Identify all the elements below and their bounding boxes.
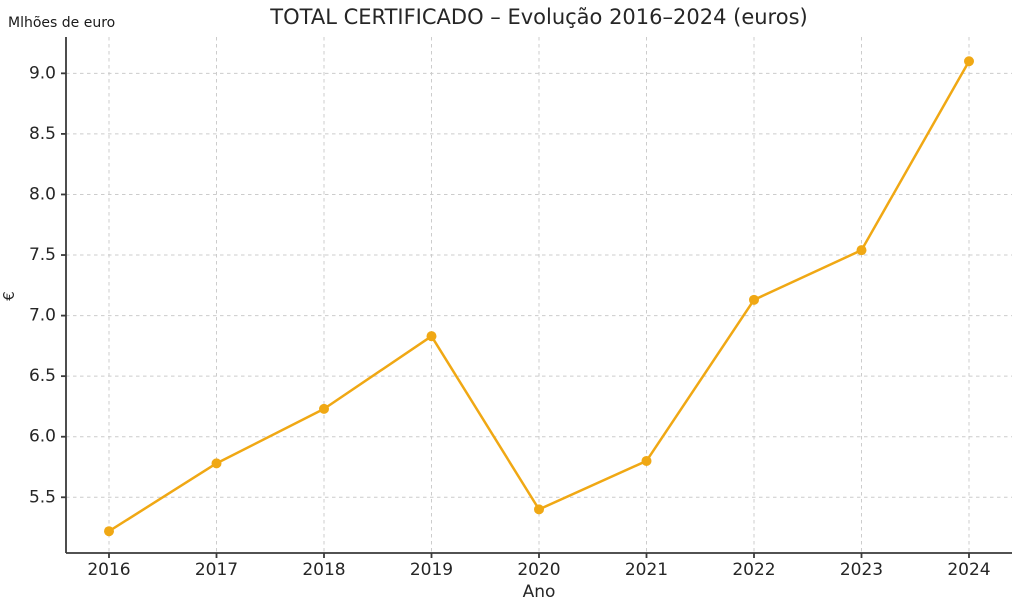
units-note: Mlhões de euro [8, 15, 116, 31]
data-point [641, 455, 652, 466]
x-tick-label: 2019 [410, 560, 453, 580]
y-tick-label: 7.5 [29, 245, 56, 265]
data-point [856, 245, 867, 256]
data-point [211, 458, 222, 469]
x-tick-label: 2021 [625, 560, 668, 580]
x-tick-label: 2024 [947, 560, 990, 580]
y-tick-label: 7.0 [29, 306, 56, 326]
x-tick-label: 2018 [302, 560, 345, 580]
x-tick-label: 2016 [87, 560, 130, 580]
x-axis-label: Ano [522, 582, 556, 602]
x-tick-label: 2017 [195, 560, 238, 580]
x-tick-label: 2020 [517, 560, 560, 580]
data-point [319, 403, 329, 414]
data-point [749, 294, 759, 305]
x-tick-label: 2022 [732, 560, 775, 580]
y-axis-label: € [0, 291, 18, 301]
data-point [964, 56, 974, 67]
y-tick-label: 8.0 [29, 184, 56, 204]
y-tick-label: 9.0 [29, 63, 56, 83]
x-tick-label: 2023 [840, 560, 883, 580]
y-tick-label: 6.5 [29, 366, 56, 386]
data-point [534, 504, 544, 515]
data-point [426, 331, 437, 342]
y-tick-label: 6.0 [29, 427, 56, 447]
y-tick-label: 8.5 [29, 124, 56, 144]
data-point [104, 526, 114, 537]
chart-title: TOTAL CERTIFICADO – Evolução 2016–2024 (… [270, 5, 808, 29]
y-tick-label: 5.5 [29, 487, 56, 507]
